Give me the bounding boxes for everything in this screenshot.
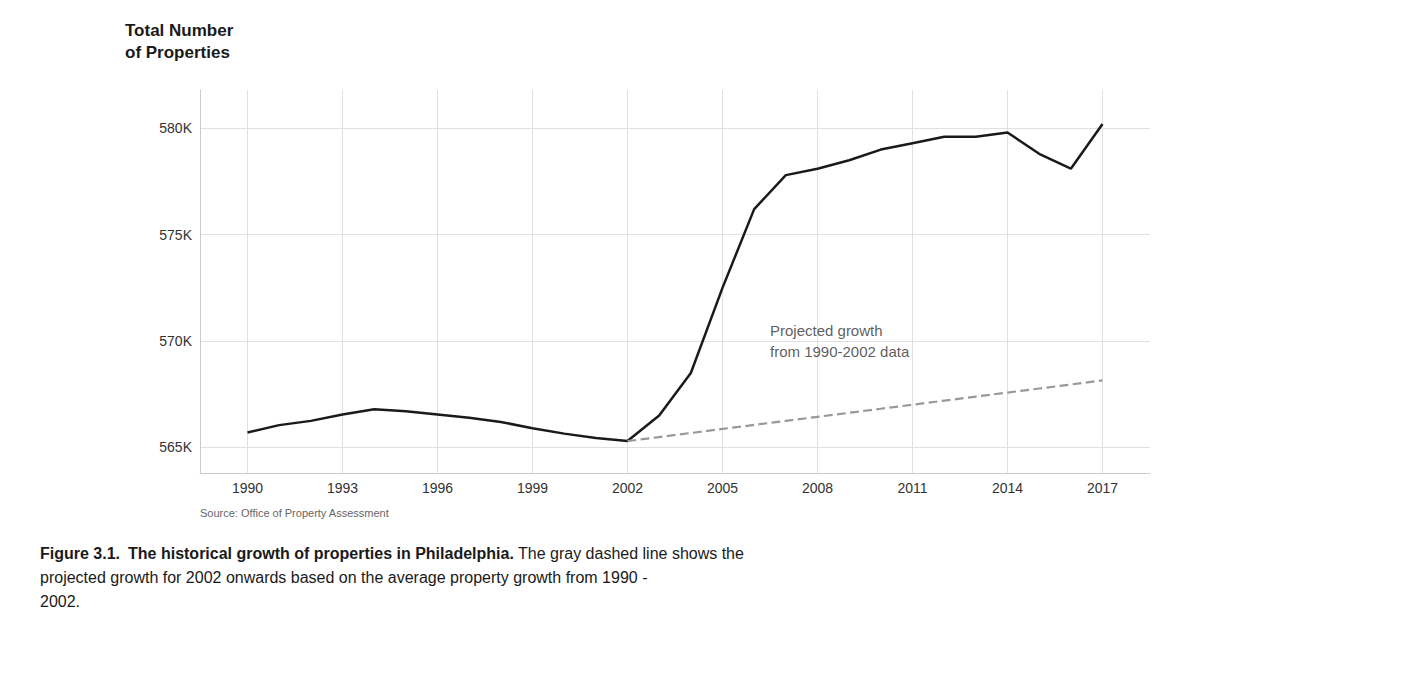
- svg-text:2002.: 2002.: [40, 593, 80, 610]
- svg-text:580K: 580K: [159, 120, 192, 136]
- svg-text:2008: 2008: [802, 480, 833, 496]
- svg-text:2011: 2011: [897, 480, 927, 496]
- svg-text:Source: Office of Property Ass: Source: Office of Property Assessment: [200, 507, 389, 519]
- svg-text:2017: 2017: [1087, 480, 1118, 496]
- svg-text:570K: 570K: [159, 333, 192, 349]
- svg-text:575K: 575K: [159, 227, 192, 243]
- svg-text:1996: 1996: [422, 480, 453, 496]
- svg-text:Total Number: Total Number: [125, 21, 234, 40]
- svg-text:The gray dashed line shows the: The gray dashed line shows the: [514, 545, 744, 562]
- svg-text:from 1990-2002 data: from 1990-2002 data: [770, 343, 910, 360]
- svg-text:projected growth for 2002 onwa: projected growth for 2002 onwards based …: [40, 569, 647, 586]
- svg-text:Figure 3.1.: Figure 3.1.: [40, 545, 120, 562]
- svg-text:1999: 1999: [517, 480, 548, 496]
- svg-text:2014: 2014: [992, 480, 1023, 496]
- svg-text:1993: 1993: [327, 480, 358, 496]
- svg-text:Projected growth: Projected growth: [770, 322, 883, 339]
- svg-text:2005: 2005: [707, 480, 738, 496]
- svg-text:2002: 2002: [612, 480, 643, 496]
- svg-text:of Properties: of Properties: [125, 43, 230, 62]
- svg-text:1990: 1990: [232, 480, 263, 496]
- svg-text:The historical growth of prope: The historical growth of properties in P…: [128, 545, 514, 562]
- svg-text:565K: 565K: [159, 439, 192, 455]
